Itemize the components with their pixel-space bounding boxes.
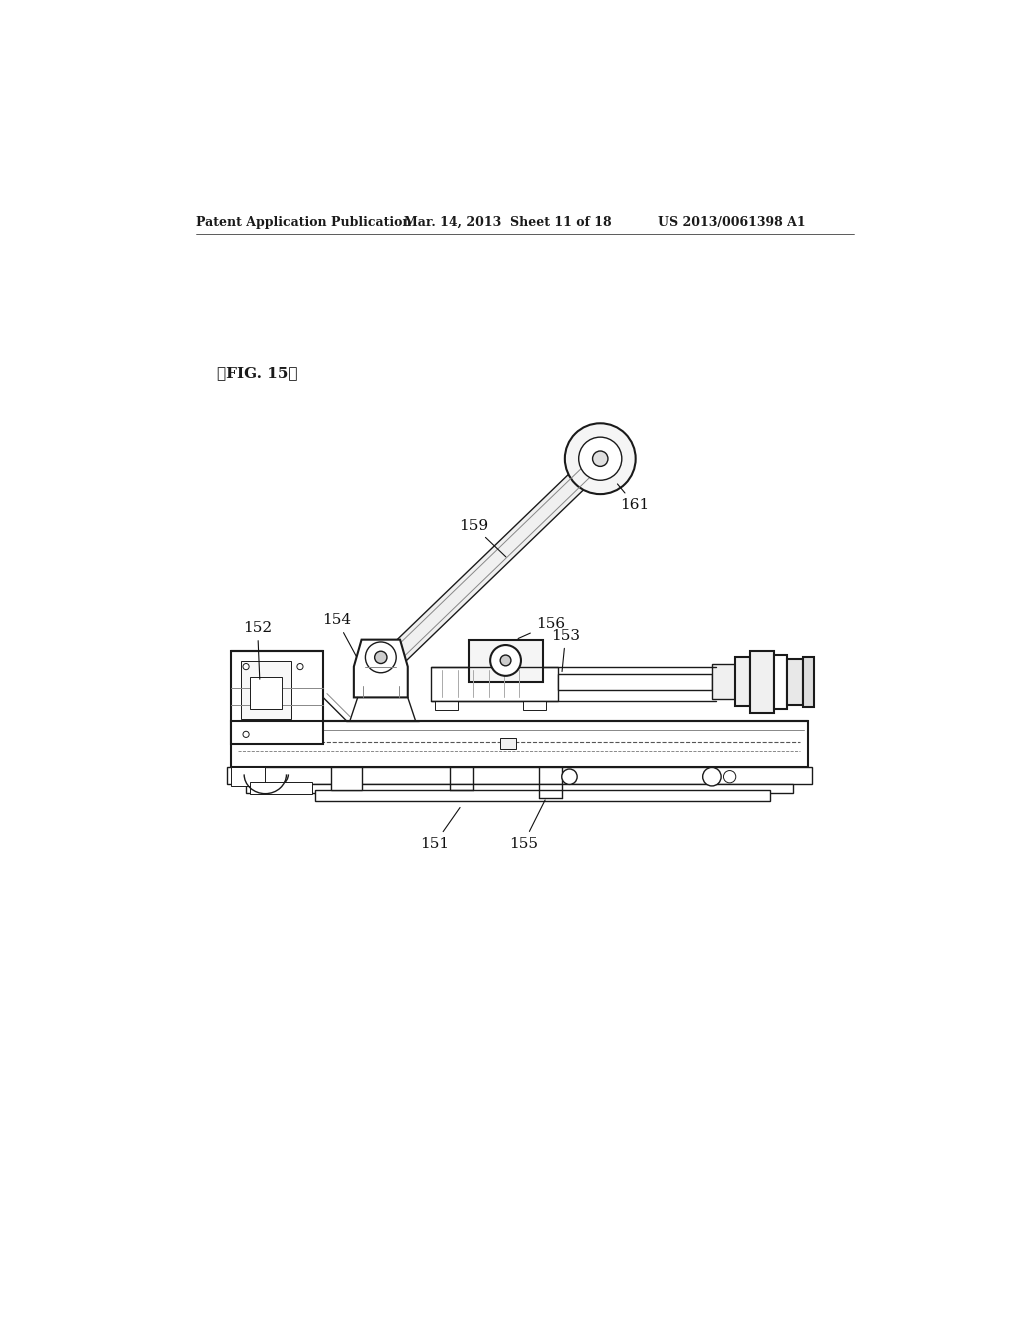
Circle shape — [297, 664, 303, 669]
Circle shape — [500, 655, 511, 665]
Text: 154: 154 — [323, 614, 356, 656]
Bar — [250, 781, 311, 793]
Bar — [523, 701, 547, 710]
Bar — [431, 667, 558, 701]
Text: Patent Application Publication: Patent Application Publication — [196, 216, 412, 230]
Bar — [735, 657, 751, 706]
Circle shape — [490, 645, 521, 676]
Bar — [773, 655, 787, 709]
Polygon shape — [377, 451, 607, 675]
Circle shape — [375, 651, 387, 664]
Text: 161: 161 — [617, 484, 649, 512]
Bar — [230, 721, 808, 767]
Circle shape — [243, 731, 249, 738]
Circle shape — [724, 771, 736, 783]
Text: 159: 159 — [459, 519, 506, 557]
Circle shape — [579, 437, 622, 480]
Bar — [803, 657, 814, 706]
Circle shape — [593, 451, 608, 466]
Circle shape — [702, 767, 721, 785]
Bar — [241, 661, 291, 719]
Text: 【FIG. 15】: 【FIG. 15】 — [217, 367, 297, 380]
Bar — [787, 659, 803, 705]
Bar — [246, 784, 793, 793]
Bar — [469, 640, 543, 682]
Bar — [226, 767, 812, 784]
Circle shape — [366, 642, 396, 673]
Bar — [712, 664, 735, 700]
Circle shape — [243, 664, 249, 669]
Text: 153: 153 — [551, 628, 581, 672]
Bar — [250, 677, 283, 709]
Polygon shape — [354, 640, 408, 697]
Bar — [751, 651, 773, 713]
Bar — [230, 767, 265, 785]
Bar — [500, 738, 515, 748]
Text: US 2013/0061398 A1: US 2013/0061398 A1 — [658, 216, 806, 230]
Text: 156: 156 — [518, 618, 565, 639]
Text: Mar. 14, 2013  Sheet 11 of 18: Mar. 14, 2013 Sheet 11 of 18 — [403, 216, 611, 230]
Bar — [558, 675, 712, 689]
Text: 151: 151 — [420, 808, 460, 850]
Bar — [435, 701, 458, 710]
Bar — [315, 789, 770, 801]
Circle shape — [562, 770, 578, 784]
Circle shape — [565, 424, 636, 494]
Text: 155: 155 — [509, 800, 545, 850]
Bar — [331, 767, 361, 789]
Text: 152: 152 — [243, 622, 272, 680]
Bar — [230, 651, 323, 743]
